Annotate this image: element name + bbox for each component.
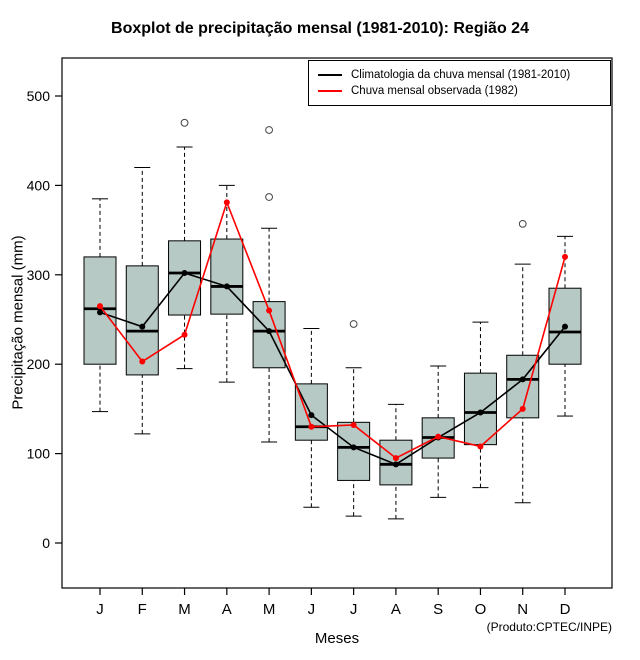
legend-line-observada-icon xyxy=(318,90,342,92)
svg-text:S: S xyxy=(433,601,443,618)
svg-text:A: A xyxy=(391,601,401,618)
svg-text:300: 300 xyxy=(27,267,51,283)
legend-item-climatologia: Climatologia da chuva mensal (1981-2010) xyxy=(318,67,601,83)
product-note: (Produto:CPTEC/INPE) xyxy=(486,620,612,634)
svg-text:O: O xyxy=(475,601,487,618)
svg-text:J: J xyxy=(96,601,104,618)
legend: Climatologia da chuva mensal (1981-2010)… xyxy=(308,60,611,106)
svg-text:D: D xyxy=(560,601,571,618)
y-axis-label: Precipitação mensal (mm) xyxy=(9,235,27,410)
svg-text:100: 100 xyxy=(27,446,51,462)
svg-text:200: 200 xyxy=(27,356,51,372)
svg-text:400: 400 xyxy=(27,177,51,193)
svg-text:M: M xyxy=(178,601,191,618)
legend-item-observada: Chuva mensal observada (1982) xyxy=(318,83,601,99)
svg-text:J: J xyxy=(350,601,358,618)
svg-text:N: N xyxy=(517,601,528,618)
svg-text:M: M xyxy=(263,601,276,618)
x-axis-label: Meses xyxy=(314,630,360,647)
svg-text:A: A xyxy=(222,601,232,618)
svg-text:500: 500 xyxy=(27,88,51,104)
svg-text:0: 0 xyxy=(42,535,50,551)
svg-text:F: F xyxy=(138,601,147,618)
chart-title: Boxplot de precipitação mensal (1981-201… xyxy=(111,20,529,37)
svg-text:J: J xyxy=(308,601,316,618)
legend-line-climatologia-icon xyxy=(318,74,342,76)
legend-label-climatologia: Climatologia da chuva mensal (1981-2010) xyxy=(351,69,571,81)
legend-label-observada: Chuva mensal observada (1982) xyxy=(351,85,518,97)
